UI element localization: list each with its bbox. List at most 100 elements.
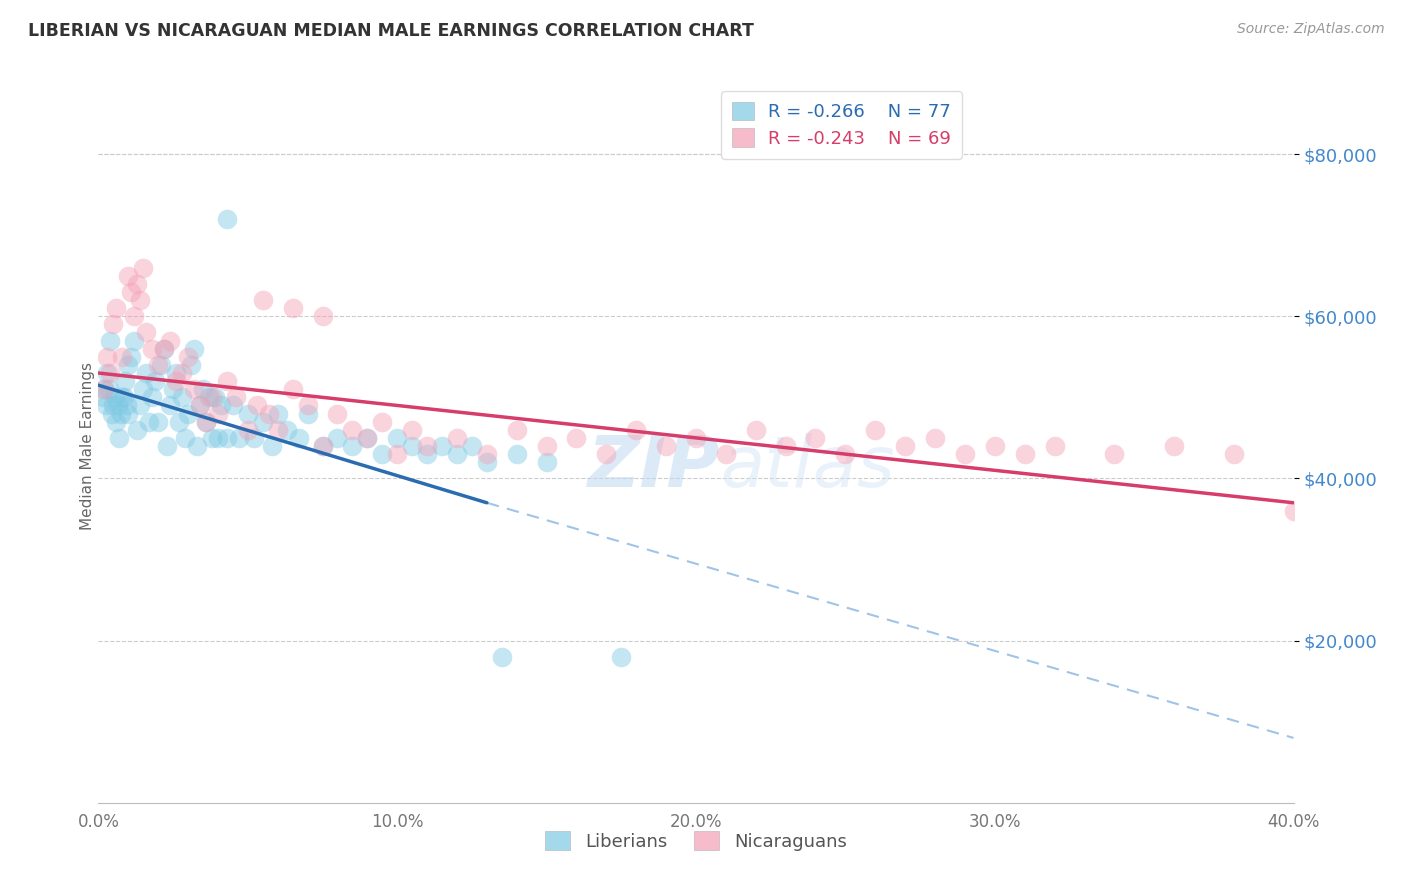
Point bbox=[98, 366, 122, 380]
Point bbox=[183, 382, 205, 396]
Point bbox=[267, 407, 290, 421]
Point bbox=[246, 399, 269, 413]
Point bbox=[595, 447, 617, 461]
Point bbox=[148, 415, 170, 429]
Point bbox=[188, 399, 211, 413]
Point bbox=[865, 423, 887, 437]
Point bbox=[141, 390, 163, 404]
Point bbox=[311, 439, 333, 453]
Point bbox=[626, 423, 648, 437]
Point bbox=[104, 390, 127, 404]
Point bbox=[103, 318, 125, 332]
Point bbox=[177, 350, 200, 364]
Point bbox=[894, 439, 917, 453]
Point bbox=[506, 423, 529, 437]
Point bbox=[311, 439, 333, 453]
Point bbox=[112, 390, 135, 404]
Point bbox=[107, 399, 129, 413]
Point bbox=[1014, 447, 1036, 461]
Point bbox=[117, 268, 139, 283]
Point bbox=[124, 334, 146, 348]
Text: atlas: atlas bbox=[720, 433, 894, 502]
Point bbox=[110, 407, 132, 421]
Point bbox=[103, 399, 125, 413]
Point bbox=[186, 439, 208, 453]
Point bbox=[167, 415, 190, 429]
Point bbox=[135, 326, 157, 340]
Text: LIBERIAN VS NICARAGUAN MEDIAN MALE EARNINGS CORRELATION CHART: LIBERIAN VS NICARAGUAN MEDIAN MALE EARNI… bbox=[28, 22, 754, 40]
Point bbox=[105, 415, 128, 429]
Point bbox=[105, 301, 128, 315]
Point bbox=[108, 431, 131, 445]
Point bbox=[148, 358, 170, 372]
Point bbox=[804, 431, 827, 445]
Point bbox=[165, 366, 187, 380]
Point bbox=[132, 382, 155, 396]
Point bbox=[111, 390, 134, 404]
Point bbox=[401, 439, 423, 453]
Point bbox=[129, 399, 152, 413]
Point bbox=[127, 277, 149, 291]
Point bbox=[183, 342, 205, 356]
Point bbox=[115, 399, 138, 413]
Point bbox=[198, 390, 221, 404]
Point bbox=[260, 439, 283, 453]
Point bbox=[153, 342, 176, 356]
Point bbox=[236, 407, 259, 421]
Point bbox=[446, 447, 468, 461]
Point bbox=[162, 382, 184, 396]
Point bbox=[610, 649, 633, 664]
Point bbox=[385, 447, 409, 461]
Point bbox=[475, 455, 498, 469]
Point bbox=[207, 431, 229, 445]
Point bbox=[207, 407, 229, 421]
Point bbox=[236, 423, 259, 437]
Point bbox=[127, 423, 149, 437]
Point bbox=[297, 399, 319, 413]
Point bbox=[536, 455, 558, 469]
Point bbox=[297, 407, 319, 421]
Point bbox=[536, 439, 558, 453]
Point bbox=[745, 423, 768, 437]
Point bbox=[714, 447, 737, 461]
Point bbox=[356, 431, 378, 445]
Point bbox=[228, 431, 250, 445]
Point bbox=[371, 447, 394, 461]
Point bbox=[276, 423, 298, 437]
Point bbox=[215, 211, 238, 226]
Point bbox=[225, 390, 247, 404]
Point bbox=[416, 439, 439, 453]
Point bbox=[311, 310, 333, 324]
Point bbox=[475, 447, 498, 461]
Point bbox=[506, 447, 529, 461]
Point bbox=[96, 350, 118, 364]
Point bbox=[97, 382, 120, 396]
Point bbox=[201, 431, 224, 445]
Point bbox=[111, 350, 134, 364]
Point bbox=[1043, 439, 1066, 453]
Point bbox=[177, 407, 200, 421]
Point bbox=[135, 366, 157, 380]
Point bbox=[132, 260, 155, 275]
Point bbox=[129, 293, 152, 307]
Point bbox=[281, 301, 304, 315]
Point bbox=[281, 382, 304, 396]
Point bbox=[96, 366, 118, 380]
Point bbox=[267, 423, 290, 437]
Point bbox=[174, 431, 197, 445]
Point bbox=[159, 334, 181, 348]
Point bbox=[215, 374, 238, 388]
Point bbox=[1104, 447, 1126, 461]
Point bbox=[685, 431, 707, 445]
Point bbox=[356, 431, 378, 445]
Point bbox=[195, 415, 218, 429]
Point bbox=[114, 374, 136, 388]
Point bbox=[124, 310, 146, 324]
Text: ZIP: ZIP bbox=[588, 433, 720, 502]
Point bbox=[201, 390, 224, 404]
Point bbox=[416, 447, 439, 461]
Point bbox=[385, 431, 409, 445]
Text: Source: ZipAtlas.com: Source: ZipAtlas.com bbox=[1237, 22, 1385, 37]
Point bbox=[117, 358, 139, 372]
Point bbox=[120, 285, 142, 299]
